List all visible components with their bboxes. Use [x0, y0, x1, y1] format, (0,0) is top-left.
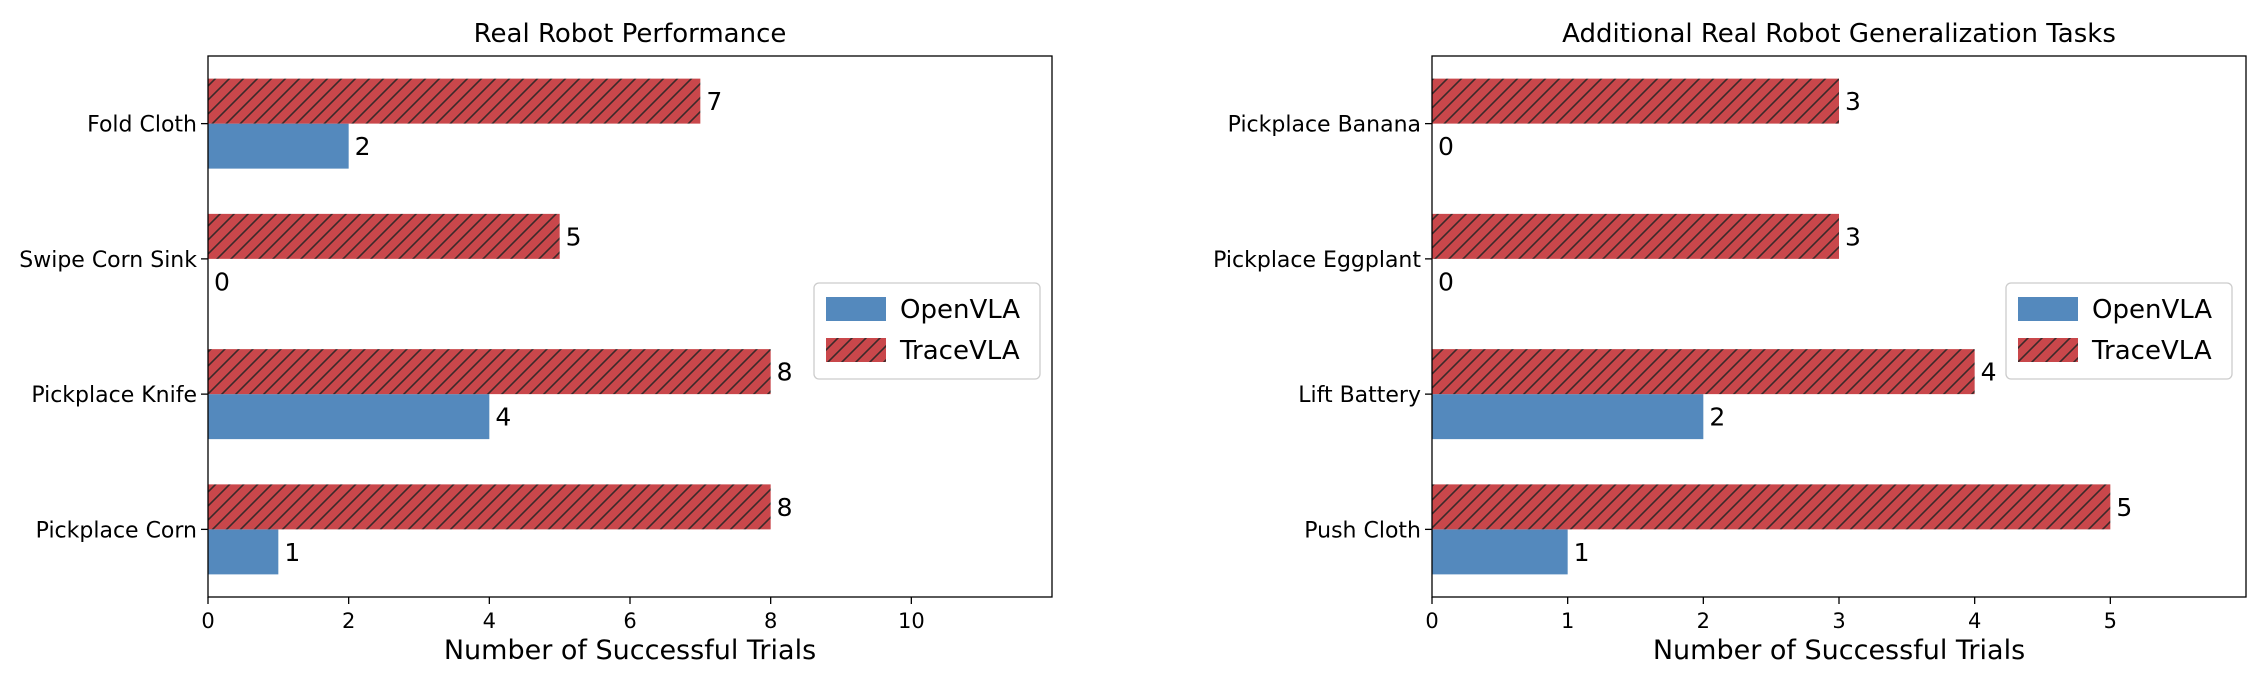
category-label: Lift Battery — [1298, 383, 1421, 408]
bar-openvla-3 — [1432, 394, 1704, 440]
data-label-tracevla-1: 3 — [1845, 87, 1861, 116]
bar-tracevla-4 — [208, 484, 771, 530]
x-tick-label: 2 — [342, 609, 355, 633]
data-label-tracevla-3: 4 — [1981, 358, 1997, 387]
bar-tracevla-2 — [208, 213, 560, 259]
x-tick-label: 6 — [623, 609, 636, 633]
data-label-openvla-3: 2 — [1709, 403, 1725, 432]
category-label: Fold Cloth — [87, 113, 197, 138]
category-label: Push Cloth — [1304, 518, 1421, 543]
category-label: Pickplace Corn — [36, 518, 197, 543]
x-tick-label: 0 — [201, 609, 214, 633]
data-label-tracevla-3: 8 — [777, 358, 793, 387]
data-label-tracevla-4: 5 — [2116, 493, 2132, 522]
category-label: Pickplace Knife — [31, 383, 197, 408]
bar-tracevla-2 — [1432, 213, 1839, 259]
bar-openvla-4 — [1432, 529, 1568, 575]
bar-openvla-1 — [208, 123, 349, 169]
x-tick-label: 4 — [1968, 609, 1981, 633]
legend: OpenVLA TraceVLA — [813, 282, 1041, 380]
bar-openvla-4 — [208, 529, 279, 575]
legend-label-tracevla: TraceVLA — [899, 336, 1020, 366]
data-label-openvla-2: 0 — [1438, 267, 1454, 296]
category-label: Swipe Corn Sink — [19, 248, 197, 273]
chart-title: Additional Real Robot Generalization Tas… — [1562, 19, 2116, 49]
category-label: Pickplace Banana — [1228, 113, 1421, 138]
data-label-tracevla-1: 7 — [706, 87, 722, 116]
category-label: Pickplace Eggplant — [1213, 248, 1421, 273]
bar-tracevla-4 — [1432, 484, 2111, 530]
x-tick-label: 8 — [764, 609, 777, 633]
data-label-tracevla-2: 5 — [566, 222, 582, 251]
data-label-openvla-4: 1 — [284, 538, 300, 567]
x-tick-label: 3 — [1832, 609, 1845, 633]
legend-swatch-openvla — [2018, 297, 2078, 321]
chart-panel-left: Real Robot Performance 2 7 Fold Cloth 0 5 Swip… — [19, 19, 1053, 666]
legend-label-openvla: OpenVLA — [900, 295, 1020, 325]
bar-tracevla-3 — [208, 349, 771, 395]
legend: OpenVLA TraceVLA — [2005, 282, 2233, 380]
x-tick-label: 1 — [1561, 609, 1574, 633]
x-axis-label: Number of Successful Trials — [444, 635, 816, 666]
data-label-openvla-3: 4 — [495, 403, 511, 432]
bar-tracevla-1 — [208, 78, 701, 124]
data-label-openvla-4: 1 — [1574, 538, 1590, 567]
x-tick-label: 2 — [1697, 609, 1710, 633]
chart-panel-right: Additional Real Robot Generalization Tas… — [1213, 19, 2247, 666]
bar-tracevla-3 — [1432, 349, 1975, 395]
data-label-openvla-1: 0 — [1438, 132, 1454, 161]
bar-openvla-3 — [208, 394, 490, 440]
legend-label-openvla: OpenVLA — [2092, 295, 2212, 325]
legend-swatch-openvla — [826, 297, 886, 321]
legend-swatch-tracevla — [2018, 338, 2078, 362]
legend-swatch-tracevla — [826, 338, 886, 362]
data-label-openvla-1: 2 — [355, 132, 371, 161]
x-tick-label: 4 — [483, 609, 496, 633]
bar-tracevla-1 — [1432, 78, 1839, 124]
x-axis-label: Number of Successful Trials — [1653, 635, 2025, 666]
data-label-tracevla-2: 3 — [1845, 222, 1861, 251]
data-label-tracevla-4: 8 — [777, 493, 793, 522]
x-tick-label: 0 — [1425, 609, 1438, 633]
x-tick-label: 5 — [2104, 609, 2117, 633]
data-label-openvla-2: 0 — [214, 267, 230, 296]
legend-label-tracevla: TraceVLA — [2091, 336, 2212, 366]
chart-title: Real Robot Performance — [474, 19, 787, 49]
x-tick-label: 10 — [898, 609, 925, 633]
